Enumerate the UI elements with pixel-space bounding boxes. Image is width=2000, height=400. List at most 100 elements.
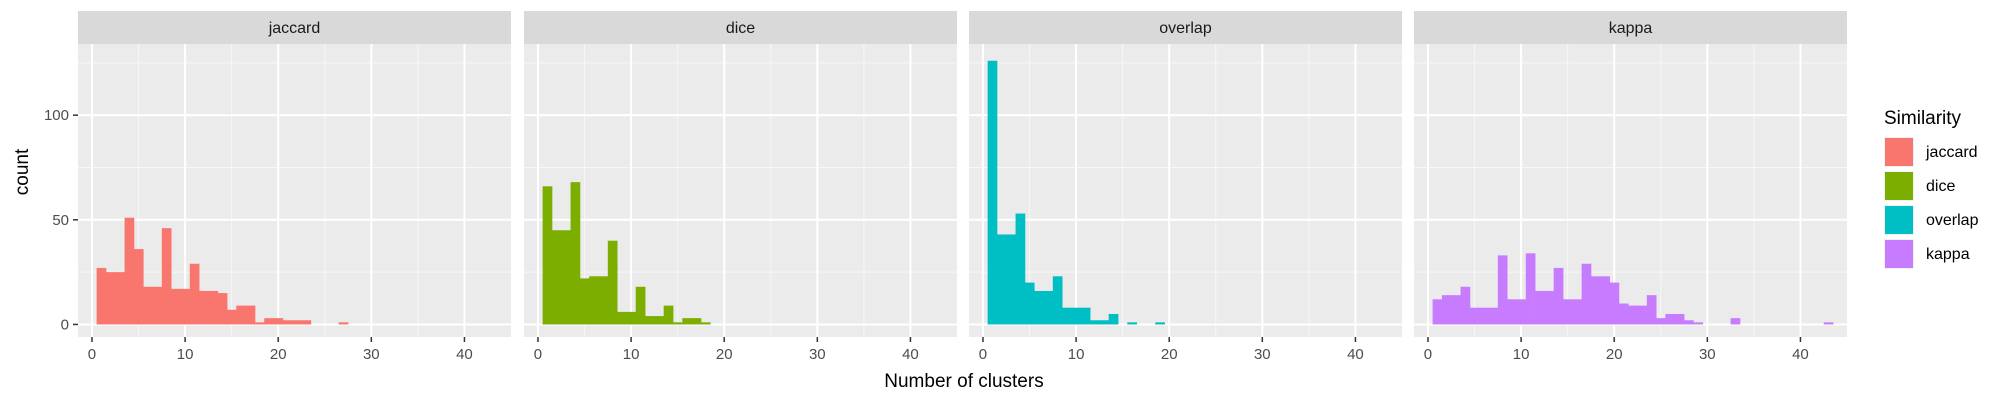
histogram-bar xyxy=(1062,307,1072,325)
histogram-bar xyxy=(1052,276,1063,325)
histogram-bar xyxy=(1823,322,1834,325)
histogram-bar xyxy=(1024,282,1035,325)
histogram-bar xyxy=(1507,299,1517,325)
histogram-bar xyxy=(1108,313,1119,325)
histogram-bar xyxy=(264,318,274,325)
histogram-bar xyxy=(199,290,209,325)
histogram-bar xyxy=(1730,318,1741,325)
histogram-bar xyxy=(301,320,312,325)
facet-panel-overlap: overlap 0 10 20 30 40 xyxy=(969,11,1402,363)
x-tick-label: 0 xyxy=(88,346,96,363)
x-tick-label: 30 xyxy=(809,346,826,363)
histogram-bar xyxy=(589,276,599,325)
histogram-bar xyxy=(607,240,618,325)
histogram-bar xyxy=(626,311,637,325)
x-tick-label: 10 xyxy=(623,346,640,363)
facet-panel-dice: dice 0 10 20 30 40 xyxy=(524,11,957,363)
histogram-bar xyxy=(292,320,302,325)
histogram-bar xyxy=(1544,290,1555,325)
x-tick-label: 10 xyxy=(1068,346,1085,363)
facet-strip-label: kappa xyxy=(1609,20,1653,37)
x-tick-label: 20 xyxy=(1606,346,1623,363)
histogram-bar xyxy=(282,320,293,325)
legend-item-dice: dice xyxy=(1884,171,1955,201)
histogram-bar xyxy=(1071,307,1082,325)
histogram-bar xyxy=(96,267,107,325)
histogram-bar xyxy=(682,318,693,325)
histogram-bar xyxy=(245,305,256,325)
legend-swatch xyxy=(1885,172,1913,200)
legend: Similarity jaccard dice overlap kappa xyxy=(1884,108,1979,269)
x-tick-label: 0 xyxy=(979,346,987,363)
legend-title: Similarity xyxy=(1884,108,1962,129)
x-tick-label: 40 xyxy=(1792,346,1809,363)
histogram-bar xyxy=(1127,322,1138,325)
x-tick-label: 0 xyxy=(534,346,542,363)
x-tick-label: 20 xyxy=(1161,346,1178,363)
histogram-bar xyxy=(1656,318,1666,325)
histogram-bar xyxy=(551,230,562,325)
legend-item-kappa: kappa xyxy=(1884,239,1970,269)
histogram-bar xyxy=(1646,295,1657,325)
x-axis-title: Number of clusters xyxy=(884,371,1043,392)
legend-keys: jaccard dice overlap kappa xyxy=(1884,137,1979,269)
legend-item-jaccard: jaccard xyxy=(1884,137,1978,167)
histogram-bar xyxy=(570,182,581,325)
histogram-bar xyxy=(691,318,702,325)
legend-swatch xyxy=(1885,206,1913,234)
histogram-bar xyxy=(542,186,553,325)
facet-panel-kappa: kappa 0 10 20 30 40 xyxy=(1414,11,1847,363)
histogram-bar xyxy=(338,322,349,325)
histogram-bar xyxy=(1600,276,1610,325)
histogram-bar xyxy=(663,305,674,325)
histogram-bar xyxy=(217,293,228,325)
histogram-bar xyxy=(171,288,181,325)
x-tick-label: 0 xyxy=(1424,346,1432,363)
histogram-bar xyxy=(1684,320,1694,325)
histogram-bar xyxy=(1553,267,1564,325)
facet-strip xyxy=(524,11,957,44)
histogram-bar xyxy=(598,276,609,325)
histogram-bar xyxy=(161,228,172,325)
histogram-bar xyxy=(672,322,683,325)
histogram-bar xyxy=(561,230,571,325)
histogram-bar xyxy=(1590,276,1601,325)
histogram-bar xyxy=(1618,303,1629,325)
histogram-bar xyxy=(1516,299,1527,325)
legend-label: overlap xyxy=(1926,212,1979,229)
histogram-bar xyxy=(1572,299,1583,325)
panel-background xyxy=(1414,44,1847,337)
histogram-bar xyxy=(208,290,219,325)
facet-strip xyxy=(78,11,511,44)
histogram-bar xyxy=(1488,307,1499,325)
histogram-bar xyxy=(1099,320,1110,325)
x-tick-label: 10 xyxy=(1513,346,1530,363)
histogram-bar xyxy=(1034,290,1044,325)
legend-label: dice xyxy=(1926,178,1955,195)
histogram-bar xyxy=(645,316,655,325)
histogram-bar xyxy=(189,263,200,325)
histogram-bar xyxy=(124,217,135,325)
facet-strip-label: dice xyxy=(726,20,755,37)
histogram-bar xyxy=(180,288,191,325)
histogram-bar xyxy=(996,234,1007,325)
histogram-bar xyxy=(1562,299,1573,325)
histogram-bar xyxy=(1080,307,1091,325)
histogram-bar xyxy=(1693,322,1704,325)
histogram-bar xyxy=(1609,282,1620,325)
histogram-bar xyxy=(143,286,153,325)
histogram-bar xyxy=(1451,295,1461,325)
histogram-bar xyxy=(254,322,265,325)
histogram-bar xyxy=(273,318,284,325)
histogram-bar xyxy=(133,249,144,325)
histogram-bar xyxy=(1637,305,1648,325)
histogram-bar xyxy=(1628,305,1638,325)
x-tick-label: 20 xyxy=(270,346,287,363)
histogram-bar xyxy=(1665,313,1676,325)
histogram-bar xyxy=(1525,253,1536,325)
y-tick-label: 50 xyxy=(52,212,69,229)
histogram-bar xyxy=(1581,263,1592,325)
legend-label: jaccard xyxy=(1925,144,1978,161)
x-tick-label: 30 xyxy=(363,346,380,363)
